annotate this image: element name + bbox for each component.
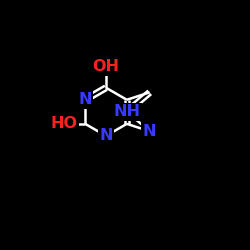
Text: OH: OH: [92, 59, 120, 74]
Text: HO: HO: [50, 116, 78, 131]
Text: NH: NH: [113, 104, 140, 119]
Text: N: N: [78, 92, 92, 107]
Text: N: N: [99, 128, 113, 144]
Text: N: N: [143, 124, 156, 139]
